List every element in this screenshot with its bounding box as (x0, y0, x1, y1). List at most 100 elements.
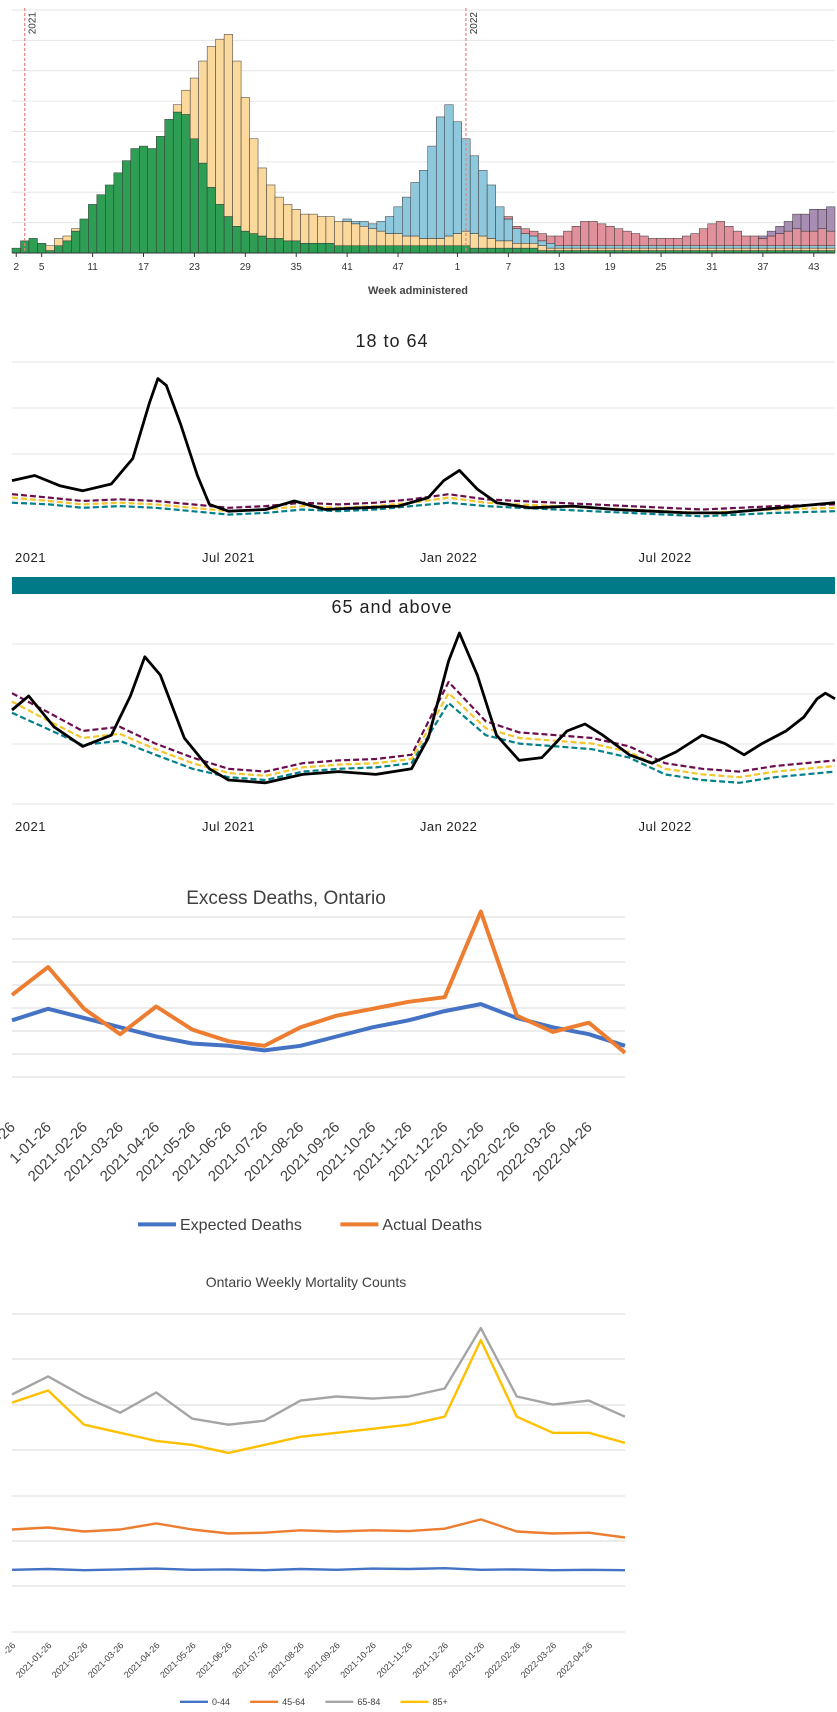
histogram-bar (792, 228, 802, 246)
histogram-bar (614, 228, 624, 246)
histogram-bar (800, 230, 810, 246)
histogram-bar (571, 245, 581, 249)
series-line (10, 909, 627, 1055)
histogram-bar (37, 243, 47, 254)
histogram-bar (639, 247, 649, 251)
legend-label: 45-64 (282, 1697, 305, 1707)
histogram-bar (503, 216, 513, 220)
histogram-bar (732, 245, 742, 249)
dashed-series-line (11, 680, 836, 773)
histogram-bar (656, 247, 666, 251)
histogram-bar (376, 221, 386, 232)
histogram-bar (435, 245, 445, 254)
histogram-bar (308, 213, 318, 244)
histogram-bar (342, 218, 352, 222)
histogram-bar (741, 245, 751, 249)
histogram-bar (45, 245, 55, 251)
histogram-bar (631, 233, 641, 246)
histogram-bar (715, 221, 725, 246)
histogram-bar (639, 245, 649, 249)
x-tick-label: 2 (13, 262, 19, 273)
histogram-bar (817, 245, 827, 249)
histogram-bar (546, 243, 556, 249)
histogram-bar (368, 223, 378, 229)
histogram-bar (546, 235, 556, 244)
histogram-bar (792, 247, 802, 251)
x-tick-label: Jul 2022 (639, 819, 692, 834)
histogram-bar (698, 247, 708, 251)
histogram-bar (419, 245, 428, 254)
histogram-bar (385, 216, 395, 234)
histogram-bar (826, 245, 836, 249)
histogram-bar (274, 238, 284, 254)
histogram-bar (325, 216, 335, 244)
histogram-bar (469, 233, 479, 249)
series-line (11, 1326, 626, 1426)
x-tick-label: 2022-01-26 (447, 1640, 487, 1680)
histogram-bar (783, 247, 793, 251)
x-tick-label: Jan 2022 (420, 550, 478, 565)
histogram-bar (690, 233, 700, 246)
histogram-bar (707, 245, 717, 249)
histogram-bar (809, 209, 819, 232)
histogram-bar (809, 230, 819, 246)
histogram-bar (648, 238, 658, 246)
histogram-bar (62, 240, 72, 254)
histogram-bar (410, 245, 420, 254)
x-tick-label: -26 (1, 1640, 17, 1656)
histogram-bar (283, 204, 293, 242)
histogram-bar (495, 206, 505, 242)
histogram-bar (800, 247, 810, 251)
chart-title: 18 to 64 (355, 331, 428, 351)
histogram-bar (206, 46, 216, 188)
year-marker-label: 2022 (469, 12, 480, 35)
histogram-bar (766, 247, 776, 251)
legend-label: 0-44 (212, 1697, 230, 1707)
histogram-bar (96, 194, 106, 254)
histogram-bar (215, 38, 225, 205)
histogram-bar (673, 238, 683, 246)
histogram-bar (486, 247, 496, 254)
histogram-bar (826, 206, 836, 232)
chart-title: Ontario Weekly Mortality Counts (206, 1274, 406, 1290)
histogram-bar (826, 230, 836, 246)
histogram-bar (317, 216, 327, 244)
histogram-bar (597, 245, 607, 249)
chart-18-to-64: 18 to 64 2021 Jul 2021 Jan 2022 Jul 2022 (11, 331, 836, 565)
histogram-bar (427, 145, 437, 239)
histogram-bar (283, 240, 293, 254)
histogram-bar (682, 245, 692, 249)
histogram-bar (503, 247, 513, 254)
histogram-bar (563, 245, 573, 249)
histogram-bar (435, 238, 445, 246)
histogram-bar (351, 221, 361, 225)
histogram-bar (554, 235, 564, 246)
histogram-bar (452, 121, 462, 234)
histogram-bar (351, 223, 361, 246)
histogram-bar (724, 247, 734, 251)
series-line (11, 1338, 626, 1455)
histogram-bar (783, 245, 793, 249)
histogram-bar (826, 247, 836, 251)
histogram-bar (749, 235, 759, 246)
histogram-bar (741, 235, 751, 246)
histogram-bar (334, 221, 344, 246)
histogram-bar (656, 238, 666, 246)
histogram-bar (520, 233, 530, 244)
histogram-bar (631, 247, 641, 251)
histogram-bar (766, 235, 776, 246)
dashed-series-line (11, 701, 836, 784)
histogram-bar (478, 247, 488, 254)
x-tick-label: 2021-03-26 (86, 1640, 126, 1680)
x-axis-label: Week administered (368, 285, 468, 297)
histogram-bar (724, 245, 734, 249)
histogram-bar (529, 235, 539, 244)
histogram-bar (707, 223, 717, 246)
histogram-bar (172, 104, 182, 113)
histogram-bar (563, 247, 573, 251)
histogram-bar (257, 235, 267, 254)
histogram-bar (656, 245, 666, 249)
histogram-bar (512, 247, 522, 254)
histogram-bar (605, 247, 615, 251)
